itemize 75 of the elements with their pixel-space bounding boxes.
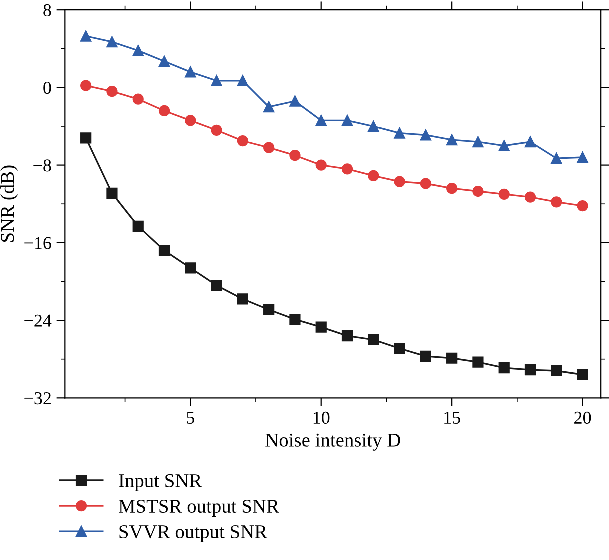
point xyxy=(316,160,327,171)
point xyxy=(498,140,510,152)
point xyxy=(446,352,458,364)
point xyxy=(446,134,458,146)
point xyxy=(394,128,406,139)
y-axis-title: SNR (dB) xyxy=(0,166,18,242)
point xyxy=(551,196,562,208)
point xyxy=(264,142,275,154)
point xyxy=(472,356,484,368)
point xyxy=(420,178,432,190)
point xyxy=(211,280,222,292)
point xyxy=(342,330,354,342)
point xyxy=(446,183,458,194)
point xyxy=(551,365,562,377)
point xyxy=(132,94,144,105)
x-tick-label: 15 xyxy=(444,412,460,424)
point xyxy=(264,102,275,113)
point xyxy=(498,188,510,200)
point xyxy=(394,343,406,354)
point xyxy=(80,30,92,42)
x-tick-label: 20 xyxy=(574,412,592,424)
y-tick-label: −24 xyxy=(24,314,52,327)
point xyxy=(237,294,248,305)
point xyxy=(185,262,196,274)
y-tick-label: 0 xyxy=(44,82,52,94)
point xyxy=(316,115,327,126)
point xyxy=(368,170,380,182)
point xyxy=(524,192,536,203)
point xyxy=(290,150,301,162)
y-tick-label: −32 xyxy=(24,392,51,405)
y-tick-label: −16 xyxy=(24,237,52,250)
point xyxy=(394,176,406,188)
point xyxy=(577,369,588,380)
legend-label: Input SNR xyxy=(119,474,202,492)
y-tick-label: −8 xyxy=(34,160,52,172)
point xyxy=(472,186,484,198)
point xyxy=(290,96,301,107)
point xyxy=(106,86,118,98)
point xyxy=(524,136,536,148)
point xyxy=(577,200,588,212)
point xyxy=(316,322,327,333)
point xyxy=(132,45,144,56)
y-tick-label: 8 xyxy=(44,4,52,17)
point xyxy=(368,120,380,132)
point xyxy=(368,334,380,346)
point xyxy=(420,130,432,141)
point xyxy=(342,115,354,126)
point xyxy=(158,105,170,117)
point xyxy=(158,245,170,256)
x-tick-label: 10 xyxy=(314,412,330,424)
point xyxy=(80,80,92,92)
point xyxy=(80,132,92,144)
x-axis-title: Noise intensity D xyxy=(266,434,400,451)
point xyxy=(106,36,118,48)
point xyxy=(264,304,275,316)
point xyxy=(524,364,536,376)
point xyxy=(211,124,222,136)
point xyxy=(237,75,248,86)
point xyxy=(498,362,510,374)
point xyxy=(185,66,196,78)
legend-label: MSTSR output SNR xyxy=(119,500,280,517)
point xyxy=(132,220,144,232)
point xyxy=(472,136,484,148)
point xyxy=(158,56,170,68)
point xyxy=(185,115,196,126)
point xyxy=(420,350,432,362)
point xyxy=(342,164,354,175)
point xyxy=(106,188,118,200)
point xyxy=(551,152,562,164)
legend-label: SVVR output SNR xyxy=(120,525,268,542)
point xyxy=(237,136,248,147)
point xyxy=(290,314,301,326)
point xyxy=(577,152,588,164)
point xyxy=(211,75,222,86)
x-tick-label: 5 xyxy=(187,412,194,424)
